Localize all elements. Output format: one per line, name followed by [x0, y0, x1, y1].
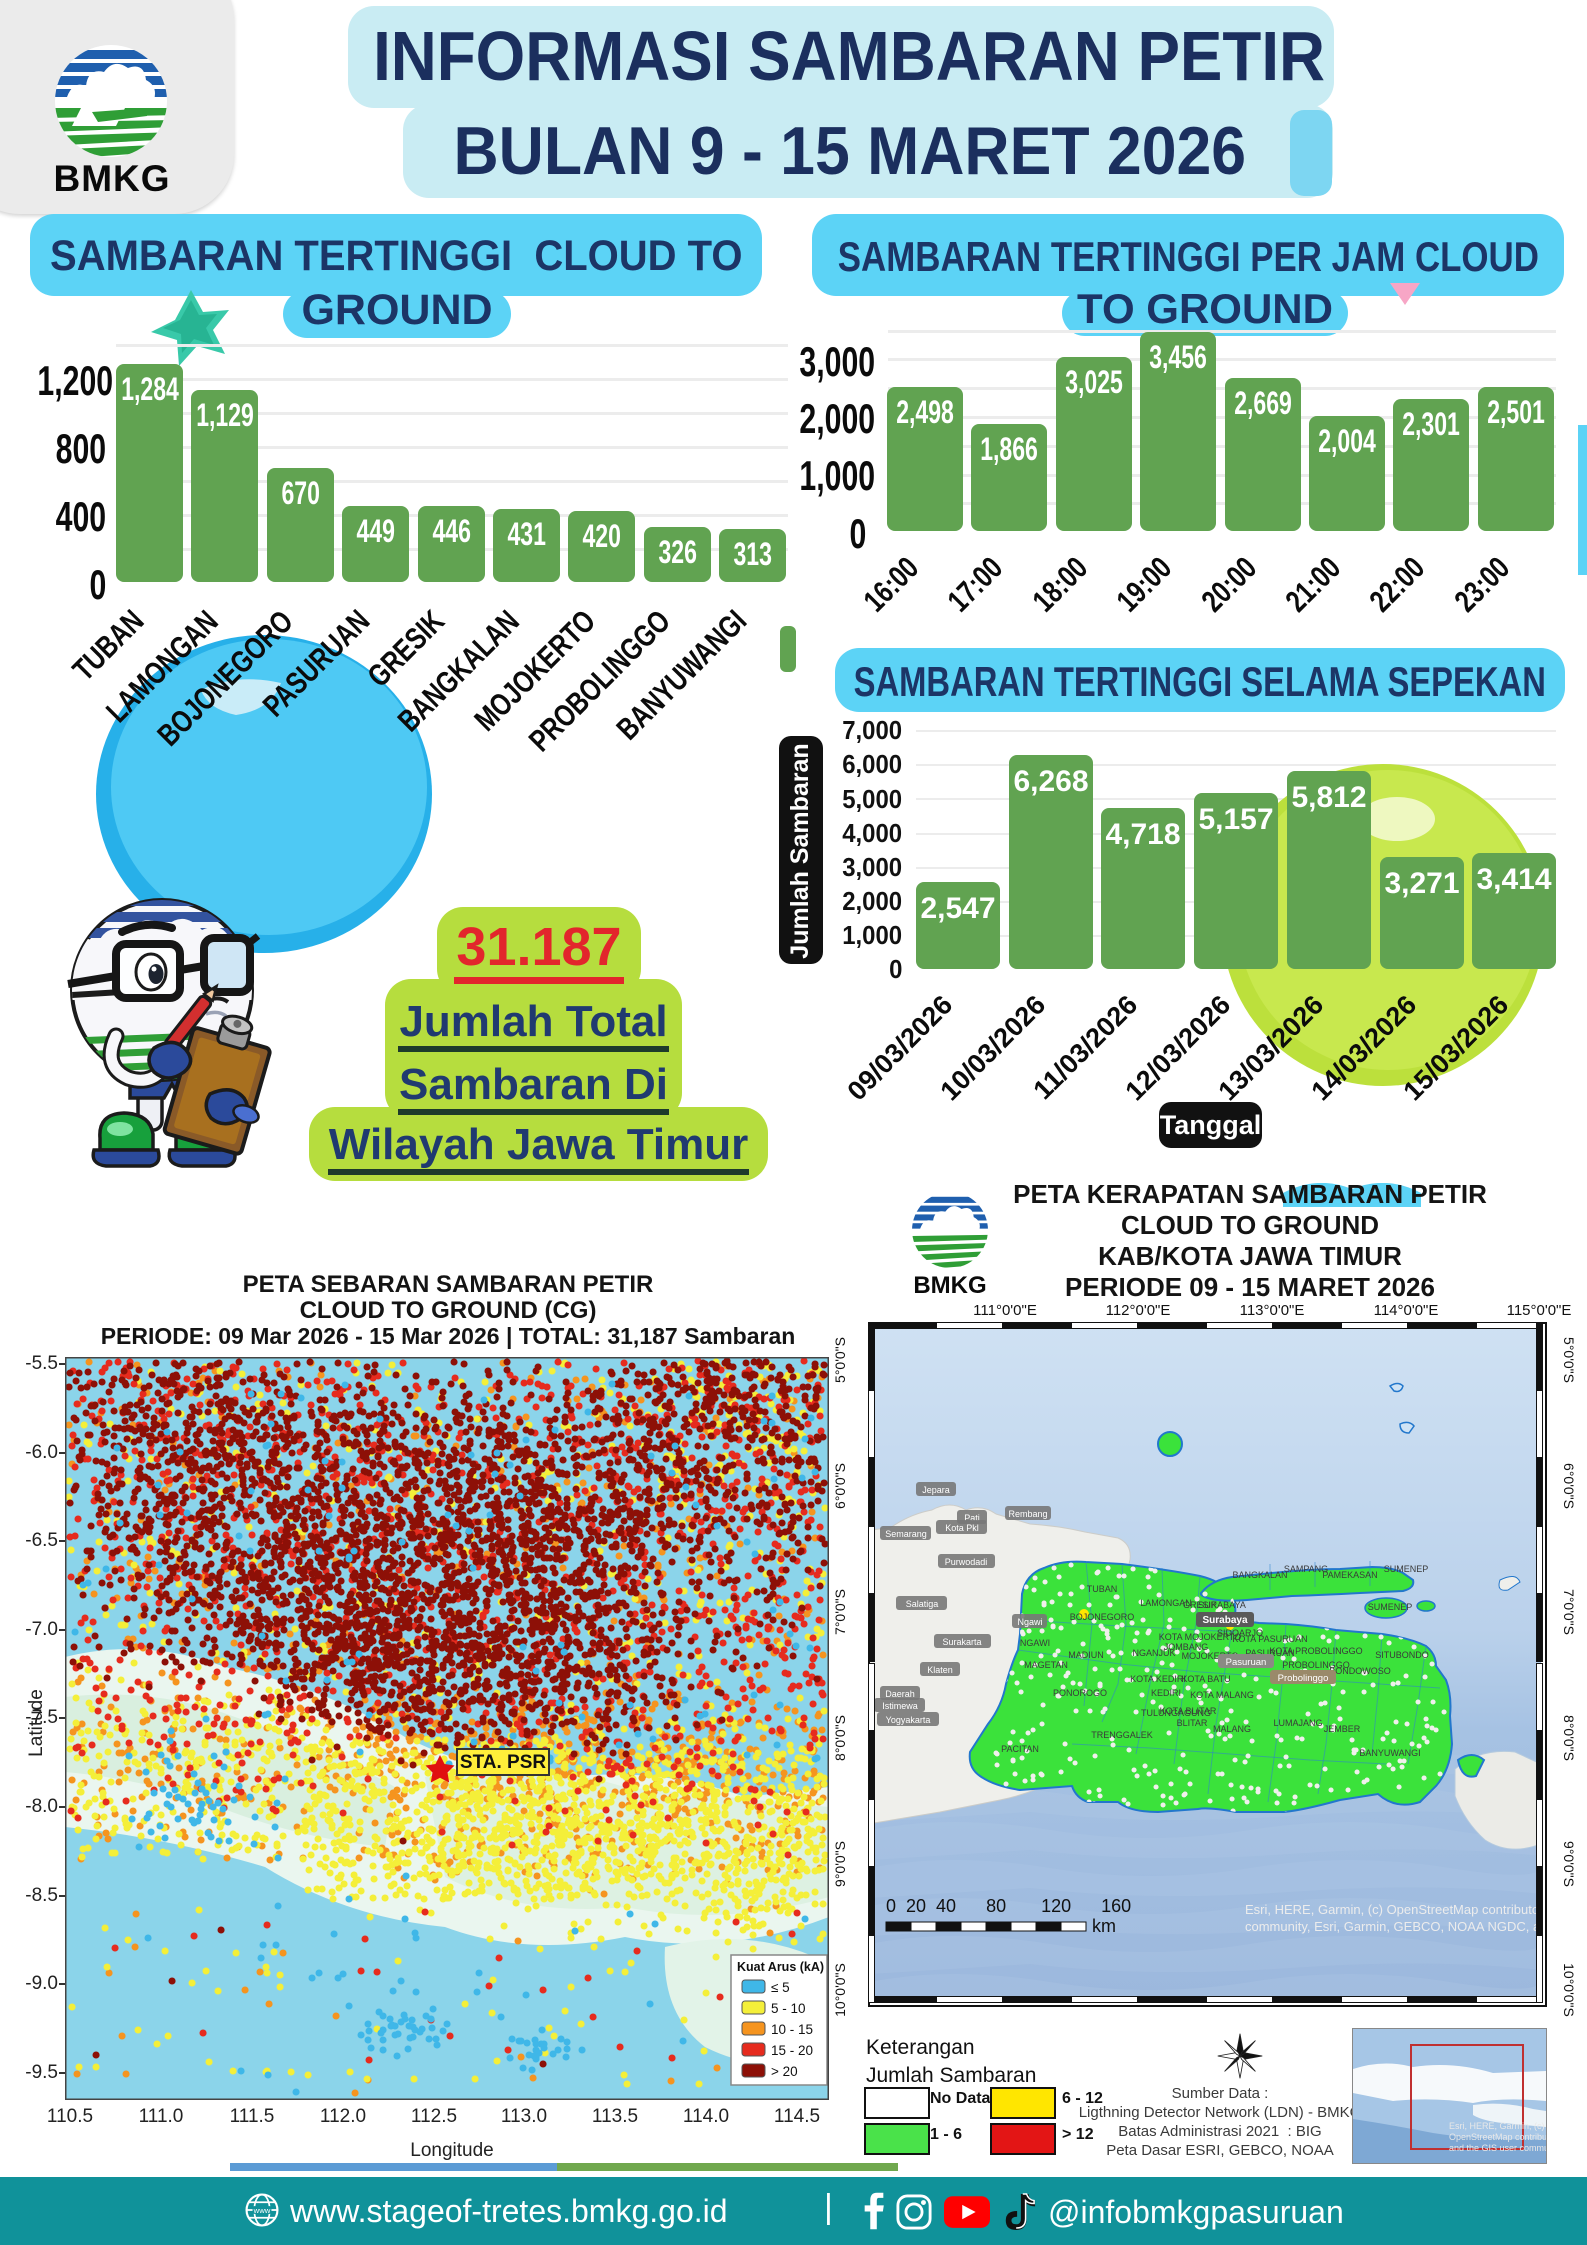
svg-text:Surakarta: Surakarta [942, 1637, 981, 1647]
svg-text:MADIUN: MADIUN [1068, 1650, 1104, 1660]
svg-text:TRENGGALEK: TRENGGALEK [1091, 1730, 1153, 1740]
svg-text:Yogyakarta: Yogyakarta [886, 1715, 931, 1725]
svg-text:Esri, HERE, Garmin, (c) OpenSt: Esri, HERE, Garmin, (c) OpenStreetMap co… [1245, 1902, 1541, 1917]
svg-text:STA. PSR: STA. PSR [460, 1752, 546, 1773]
svg-text:Kuat Arus (kA): Kuat Arus (kA) [737, 1960, 824, 1974]
svg-text:km: km [1092, 1916, 1116, 1936]
svg-text:GRESIK: GRESIK [1183, 1600, 1217, 1610]
svg-text:KOTA BATU: KOTA BATU [1181, 1674, 1230, 1684]
svg-text:BOJONEGORO: BOJONEGORO [1070, 1612, 1135, 1622]
svg-text:SUMENEP: SUMENEP [1384, 1564, 1429, 1574]
svg-text:and the GIS user community: and the GIS user community [1449, 2143, 1546, 2153]
svg-text:PROBOLINGGO: PROBOLINGGO [1282, 1660, 1350, 1670]
svg-text:BONDOWOSO: BONDOWOSO [1329, 1666, 1391, 1676]
svg-text:Kota Pkl: Kota Pkl [945, 1523, 979, 1533]
svg-text:SURABAYA: SURABAYA [1198, 1600, 1246, 1610]
svg-text:0 20 40 80 120: 0 20 40 80 120 160 [886, 1896, 1131, 1916]
svg-text:5 - 10: 5 - 10 [771, 2001, 806, 2016]
svg-text:SITUBONDO: SITUBONDO [1375, 1650, 1429, 1660]
svg-text:KOTA MALANG: KOTA MALANG [1190, 1690, 1254, 1700]
svg-text:KOTA PROBOLINGGO: KOTA PROBOLINGGO [1269, 1646, 1362, 1656]
svg-text:KOTA BLITAR: KOTA BLITAR [1160, 1706, 1217, 1716]
svg-text:JOMBANG: JOMBANG [1164, 1642, 1209, 1652]
svg-text:> 20: > 20 [771, 2064, 798, 2079]
svg-text:Pasuruan: Pasuruan [1226, 1657, 1267, 1668]
svg-text:Rembang: Rembang [1008, 1509, 1047, 1519]
svg-text:BLITAR: BLITAR [1177, 1718, 1208, 1728]
svg-text:Salatiga: Salatiga [906, 1599, 939, 1609]
svg-text:LUMAJANG: LUMAJANG [1273, 1718, 1322, 1728]
svg-text:Purwodadi: Purwodadi [945, 1557, 988, 1567]
svg-text:Istimewa: Istimewa [882, 1701, 918, 1711]
svg-text:PAMEKASAN: PAMEKASAN [1322, 1570, 1377, 1580]
svg-text:SUMENEP: SUMENEP [1368, 1602, 1413, 1612]
svg-text:PONOROGO: PONOROGO [1053, 1688, 1107, 1698]
svg-text:Esri, HERE, Garmin, (c): Esri, HERE, Garmin, (c) [1449, 2121, 1545, 2131]
svg-text:Ngawi: Ngawi [1017, 1617, 1042, 1627]
svg-text:NGAWI: NGAWI [1020, 1638, 1050, 1648]
svg-text:10 - 15: 10 - 15 [771, 2022, 813, 2037]
svg-text:Surabaya: Surabaya [1202, 1615, 1247, 1626]
svg-text:community, Esri, Garmin, GEBCO: community, Esri, Garmin, GEBCO, NOAA NGD… [1245, 1919, 1541, 1934]
svg-text:Probolinggo: Probolinggo [1278, 1673, 1329, 1684]
svg-text:TULUNGAGUNG: TULUNGAGUNG [1141, 1708, 1211, 1718]
svg-text:KOTA MOJOKERTO: KOTA MOJOKERTO [1159, 1632, 1242, 1642]
svg-text:BANGKALAN: BANGKALAN [1232, 1570, 1287, 1580]
svg-text:BANYUWANGI: BANYUWANGI [1359, 1748, 1420, 1758]
svg-text:15 - 20: 15 - 20 [771, 2043, 813, 2058]
svg-text:≤ 5: ≤ 5 [771, 1980, 790, 1995]
svg-text:SIDOARJO: SIDOARJO [1217, 1628, 1263, 1638]
svg-text:MAGETAN: MAGETAN [1024, 1660, 1068, 1670]
svg-text:PASURUAN: PASURUAN [1245, 1648, 1294, 1658]
svg-text:KEDIRI: KEDIRI [1151, 1688, 1181, 1698]
svg-text:MALANG: MALANG [1213, 1724, 1251, 1734]
svg-text:KOTA PASURUAN: KOTA PASURUAN [1232, 1634, 1307, 1644]
svg-text:KOTA KEDIRI: KOTA KEDIRI [1130, 1674, 1186, 1684]
svg-text:LAMONGAN: LAMONGAN [1140, 1598, 1192, 1608]
svg-text:PACITAN: PACITAN [1001, 1744, 1039, 1754]
svg-text:Daerah: Daerah [885, 1689, 915, 1699]
svg-text:OpenStreetMap contributors,: OpenStreetMap contributors, [1449, 2132, 1546, 2142]
svg-text:NGANJUK: NGANJUK [1132, 1648, 1175, 1658]
svg-text:JEMBER: JEMBER [1324, 1724, 1361, 1734]
svg-text:Semarang: Semarang [885, 1529, 927, 1539]
svg-text:Pati: Pati [964, 1513, 980, 1523]
svg-text:Jepara: Jepara [922, 1485, 950, 1495]
svg-text:SAMPANG: SAMPANG [1284, 1564, 1328, 1574]
svg-text:Klaten: Klaten [927, 1665, 953, 1675]
svg-text:www: www [253, 2206, 271, 2215]
svg-text:TUBAN: TUBAN [1087, 1584, 1118, 1594]
svg-text:MOJOKERTO: MOJOKERTO [1182, 1651, 1239, 1661]
